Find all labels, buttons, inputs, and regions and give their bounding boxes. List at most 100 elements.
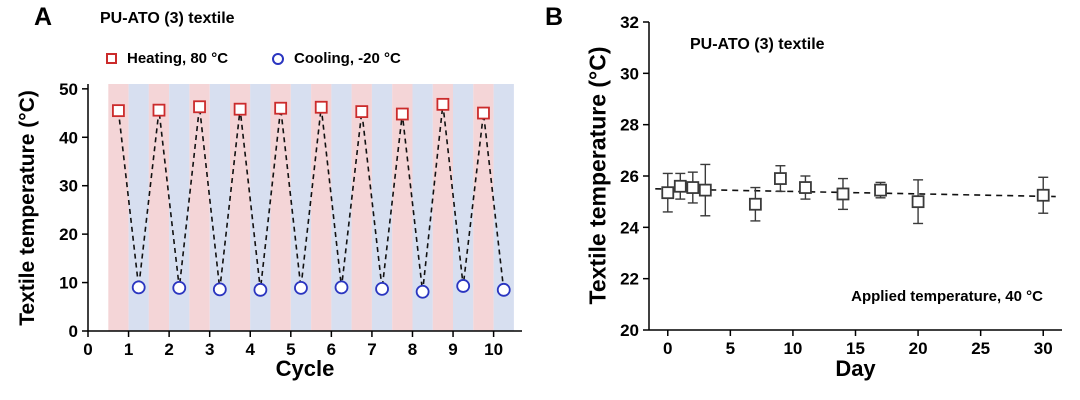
data-point-circle xyxy=(415,284,430,299)
data-point-square xyxy=(314,100,328,114)
y-tick-label: 28 xyxy=(620,116,639,135)
panel-b-annotation: Applied temperature, 40 °C xyxy=(851,288,1043,305)
panel-b-label: B xyxy=(545,3,564,31)
legend-item-cooling: Cooling, -20 °C xyxy=(272,50,401,67)
panel-b-plot: 0 5 10 15 20 25 30 20 22 24 26 28 30 32 xyxy=(620,13,1062,358)
y-tick-label: 26 xyxy=(620,167,639,186)
y-tick-label: 30 xyxy=(59,177,78,196)
cycle-band xyxy=(412,84,433,331)
y-tick-label: 20 xyxy=(59,225,78,244)
y-tick-label: 24 xyxy=(620,218,639,237)
cycle-band xyxy=(331,84,352,331)
data-point-circle xyxy=(253,282,268,297)
legend-item-heating: Heating, 80 °C xyxy=(106,50,228,67)
y-tick-label: 22 xyxy=(620,270,639,289)
panel-a-y-axis-title: Textile temperature (°C) xyxy=(16,90,39,326)
panel-b-x-axis-title: Day xyxy=(835,356,876,381)
data-point-circle xyxy=(456,279,471,293)
panel-a-title: PU-ATO (3) textile xyxy=(100,10,235,27)
x-tick-label: 1 xyxy=(124,340,133,359)
x-tick-label: 30 xyxy=(1034,339,1053,358)
cycle-band xyxy=(108,84,129,331)
data-point-circle xyxy=(212,282,227,297)
cycle-band xyxy=(189,84,210,331)
data-point-circle xyxy=(294,280,308,295)
x-tick-label: 8 xyxy=(408,340,417,359)
panel-b-y-axis-title: Textile temperature (°C) xyxy=(584,46,611,305)
data-point-square xyxy=(686,181,700,194)
cycle-band xyxy=(392,84,413,331)
cycle-band xyxy=(311,84,332,331)
cooling-circle-icon xyxy=(272,52,285,65)
data-point-square xyxy=(436,97,450,111)
y-tick-label: 40 xyxy=(59,128,78,147)
data-point-square xyxy=(477,106,490,120)
x-tick-label: 3 xyxy=(205,340,214,359)
x-tick-label: 10 xyxy=(484,340,503,359)
panel-b-title: PU-ATO (3) textile xyxy=(690,36,825,53)
y-tick-label: 20 xyxy=(620,321,639,340)
data-point-square xyxy=(274,101,288,115)
data-point-square xyxy=(911,195,925,209)
cycle-band xyxy=(473,84,494,331)
cycle-band xyxy=(290,84,312,331)
x-tick-label: 9 xyxy=(448,340,457,359)
data-point-square xyxy=(395,107,409,121)
x-tick-label: 10 xyxy=(783,339,802,358)
y-tick-label: 10 xyxy=(59,274,78,293)
data-point-square xyxy=(774,172,787,185)
cycle-band xyxy=(250,84,271,331)
cycle-band xyxy=(230,84,251,331)
data-point-square xyxy=(874,183,887,197)
data-point-circle xyxy=(131,280,146,295)
cycle-band xyxy=(432,84,454,331)
x-tick-label: 15 xyxy=(846,339,865,358)
cycle-band xyxy=(453,84,474,331)
data-point-square xyxy=(836,187,850,201)
x-tick-label: 6 xyxy=(327,340,336,359)
data-point-circle xyxy=(375,281,389,296)
panel-a-plot: 0 1 2 3 4 5 6 7 8 9 10 0 10 20 30 40 50 xyxy=(59,80,522,359)
cycle-band xyxy=(209,84,230,331)
data-point-square xyxy=(698,183,712,197)
y-tick-label: 32 xyxy=(620,13,639,32)
y-tick-label: 50 xyxy=(59,80,78,99)
data-point-square xyxy=(673,179,687,193)
data-point-circle xyxy=(496,282,511,297)
data-point-square xyxy=(193,100,206,114)
heating-square-icon xyxy=(106,53,117,64)
x-tick-label: 5 xyxy=(726,339,735,358)
data-point-circle xyxy=(334,280,349,295)
data-point-square xyxy=(112,104,125,118)
cycle-band xyxy=(148,84,170,331)
data-point-square xyxy=(799,181,812,194)
cycle-band xyxy=(371,84,393,331)
cycle-band xyxy=(270,84,291,331)
x-tick-label: 7 xyxy=(367,340,376,359)
cycle-band xyxy=(493,84,514,331)
data-point-square xyxy=(152,103,166,117)
x-tick-label: 2 xyxy=(164,340,173,359)
x-tick-label: 25 xyxy=(971,339,990,358)
data-point-square xyxy=(661,186,675,200)
legend-cooling-label: Cooling, -20 °C xyxy=(294,50,401,67)
data-point-square xyxy=(355,105,369,119)
x-tick-label: 0 xyxy=(83,340,92,359)
x-tick-label: 20 xyxy=(909,339,928,358)
cycle-band xyxy=(169,84,190,331)
cycle-band xyxy=(351,84,372,331)
data-point-square xyxy=(233,102,247,116)
panel-a-legend: Heating, 80 °C Cooling, -20 °C xyxy=(106,50,401,67)
data-point-circle xyxy=(172,280,187,295)
data-point-square xyxy=(748,197,762,211)
panel-a-x-axis-title: Cycle xyxy=(275,356,335,381)
panel-a-label: A xyxy=(34,3,53,31)
x-tick-label: 0 xyxy=(663,339,672,358)
x-tick-label: 4 xyxy=(246,340,256,359)
x-tick-label: 5 xyxy=(286,340,295,359)
data-point-square xyxy=(1036,188,1050,202)
cycle-band xyxy=(128,84,149,331)
y-tick-label: 0 xyxy=(69,322,78,341)
